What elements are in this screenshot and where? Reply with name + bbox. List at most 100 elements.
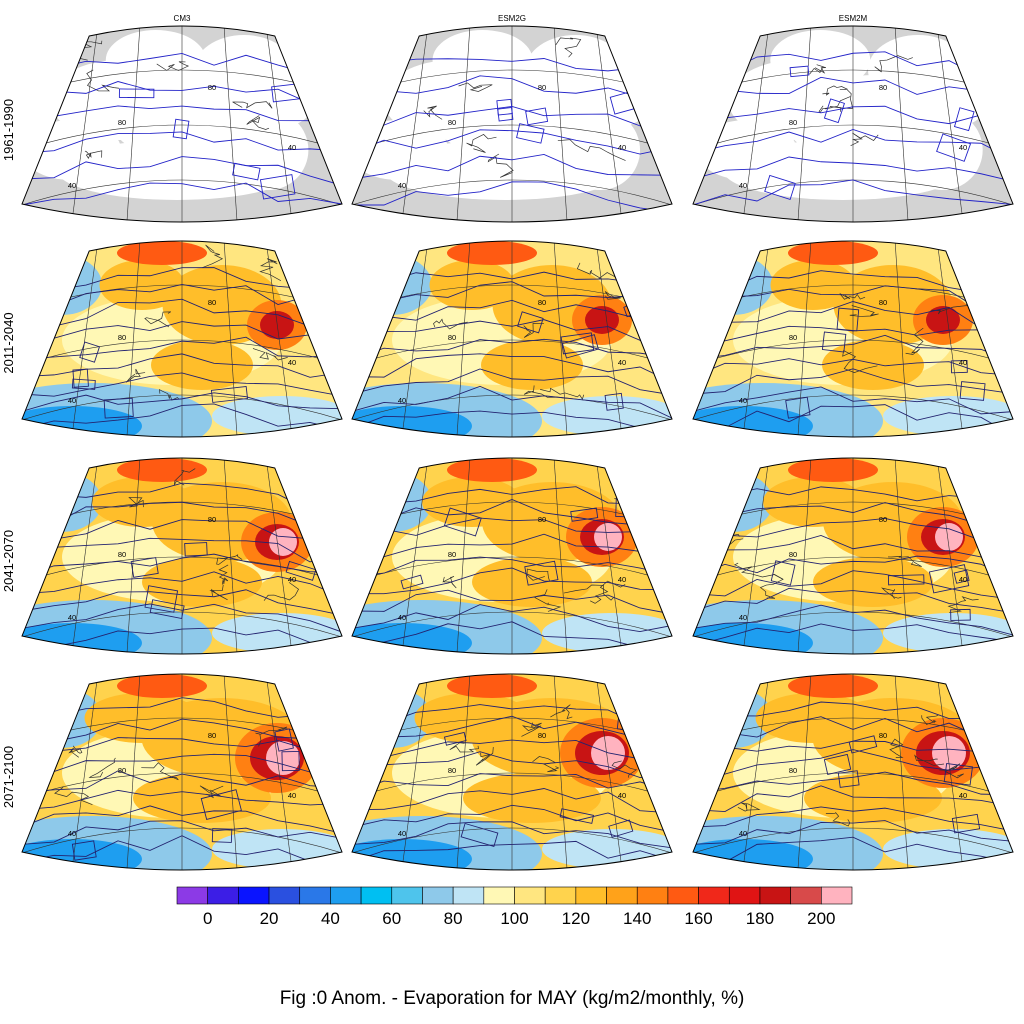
map-panel: 40 80 80 40 <box>21 25 343 223</box>
contour-label: 40 <box>959 143 967 152</box>
contour-label: 80 <box>208 515 216 524</box>
contour-label: 80 <box>448 766 456 775</box>
contour-label: 80 <box>208 298 216 307</box>
contour-label: 40 <box>288 575 296 584</box>
anomaly-high-area <box>788 241 878 265</box>
map-panel: 40 80 80 40 <box>21 457 343 655</box>
anomaly-high-area <box>932 736 966 770</box>
map-frame <box>351 25 673 223</box>
anomaly-high-area <box>142 557 262 607</box>
land-area <box>22 120 122 180</box>
coastline <box>423 37 626 178</box>
map-frame <box>692 457 1014 655</box>
contour-label: 40 <box>739 181 747 190</box>
colorbar-swatch <box>544 886 577 905</box>
map-panel: 40 80 80 40 <box>21 240 343 438</box>
colorbar-tick-label: 60 <box>382 909 401 928</box>
contour-label: 40 <box>618 575 626 584</box>
period-label-2011-2040: 2011-2040 <box>1 312 16 373</box>
anomaly-high-area <box>935 523 963 551</box>
contour-label: 80 <box>448 550 456 559</box>
anomaly-low-area <box>693 406 813 437</box>
colorbar-tick-label: 20 <box>260 909 279 928</box>
colorbar-swatch <box>790 886 822 905</box>
anomaly-low-area <box>352 839 472 870</box>
colorbar-tick-label: 160 <box>684 909 712 928</box>
contour-label: 40 <box>398 613 406 622</box>
colorbar-swatch <box>299 886 331 905</box>
colorbar-tick-label: 140 <box>623 909 651 928</box>
map-panel: 40 80 80 40 <box>692 240 1014 438</box>
colorbar-tick-label: 120 <box>562 909 590 928</box>
anomaly-low-area <box>22 406 142 437</box>
map-frame <box>21 25 343 223</box>
colorbar-swatch <box>176 886 208 905</box>
anomaly-high-area <box>266 741 300 775</box>
map-panel: 40 80 80 40 <box>351 240 673 438</box>
map-panel: 40 80 80 40 <box>692 673 1014 871</box>
anomaly-high-area <box>447 674 537 698</box>
map-frame <box>692 673 1014 871</box>
anomaly-low-area <box>22 255 102 315</box>
contour-label: 40 <box>739 829 747 838</box>
anomaly-high-area <box>151 340 253 390</box>
contour-label: 80 <box>208 83 216 92</box>
map-frame <box>692 240 1014 438</box>
contour-label: 40 <box>618 358 626 367</box>
period-label-1961-1990: 1961-1990 <box>1 99 16 161</box>
contour-label: 40 <box>398 396 406 405</box>
contour-label: 80 <box>879 83 887 92</box>
anomaly-high-area <box>804 773 942 823</box>
anomaly-high-area <box>447 241 537 265</box>
anomaly-low-area <box>693 472 773 532</box>
coastline <box>809 55 913 147</box>
anomaly-low-area <box>352 623 472 654</box>
model-headers: CM3 ESM2G ESM2M <box>174 14 868 23</box>
colorbar-swatch <box>452 886 485 905</box>
contour-lines <box>352 704 672 863</box>
contour-label: 40 <box>398 829 406 838</box>
colorbar-swatch <box>238 886 270 905</box>
anomaly-low-area <box>352 406 472 437</box>
anomaly-low-area <box>693 623 813 654</box>
colorbar-swatch <box>821 886 853 905</box>
map-frame <box>351 457 673 655</box>
model-header-cm3: CM3 <box>174 14 191 23</box>
contour-label: 40 <box>68 829 76 838</box>
map-panel: 40 80 80 40 <box>351 457 673 655</box>
contour-label: 80 <box>448 118 456 127</box>
contour-label: 40 <box>68 613 76 622</box>
anomaly-high-area <box>117 674 207 698</box>
contour-label: 40 <box>288 791 296 800</box>
contour-lines <box>693 270 1013 436</box>
contour-label: 80 <box>118 118 126 127</box>
anomaly-high-area <box>481 340 583 390</box>
contour-label: 40 <box>288 358 296 367</box>
anomaly-high-area <box>117 241 207 265</box>
map-frame <box>21 240 343 438</box>
anomaly-high-area <box>763 477 863 527</box>
anomaly-high-area <box>788 458 878 482</box>
contour-label: 80 <box>789 550 797 559</box>
anomaly-high-area <box>926 306 960 334</box>
contour-label: 80 <box>118 550 126 559</box>
anomaly-high-area <box>447 458 537 482</box>
colorbar-swatch <box>636 886 669 905</box>
colorbar-swatch <box>422 886 454 905</box>
contour-label: 40 <box>739 396 747 405</box>
anomaly-high-area <box>585 306 619 334</box>
colorbar-swatch <box>728 886 761 905</box>
contour-label: 80 <box>538 298 546 307</box>
anomaly-low-area <box>22 839 142 870</box>
land-area <box>105 30 206 90</box>
land-area <box>560 110 641 190</box>
map-panel: 40 80 80 40 <box>692 457 1014 655</box>
colorbar-swatch <box>667 886 699 905</box>
map-frame <box>21 673 343 871</box>
land-area <box>696 120 797 180</box>
colorbar-swatch <box>759 886 791 905</box>
contour-label: 80 <box>118 333 126 342</box>
land-area <box>352 120 449 180</box>
map-frame <box>351 673 673 871</box>
